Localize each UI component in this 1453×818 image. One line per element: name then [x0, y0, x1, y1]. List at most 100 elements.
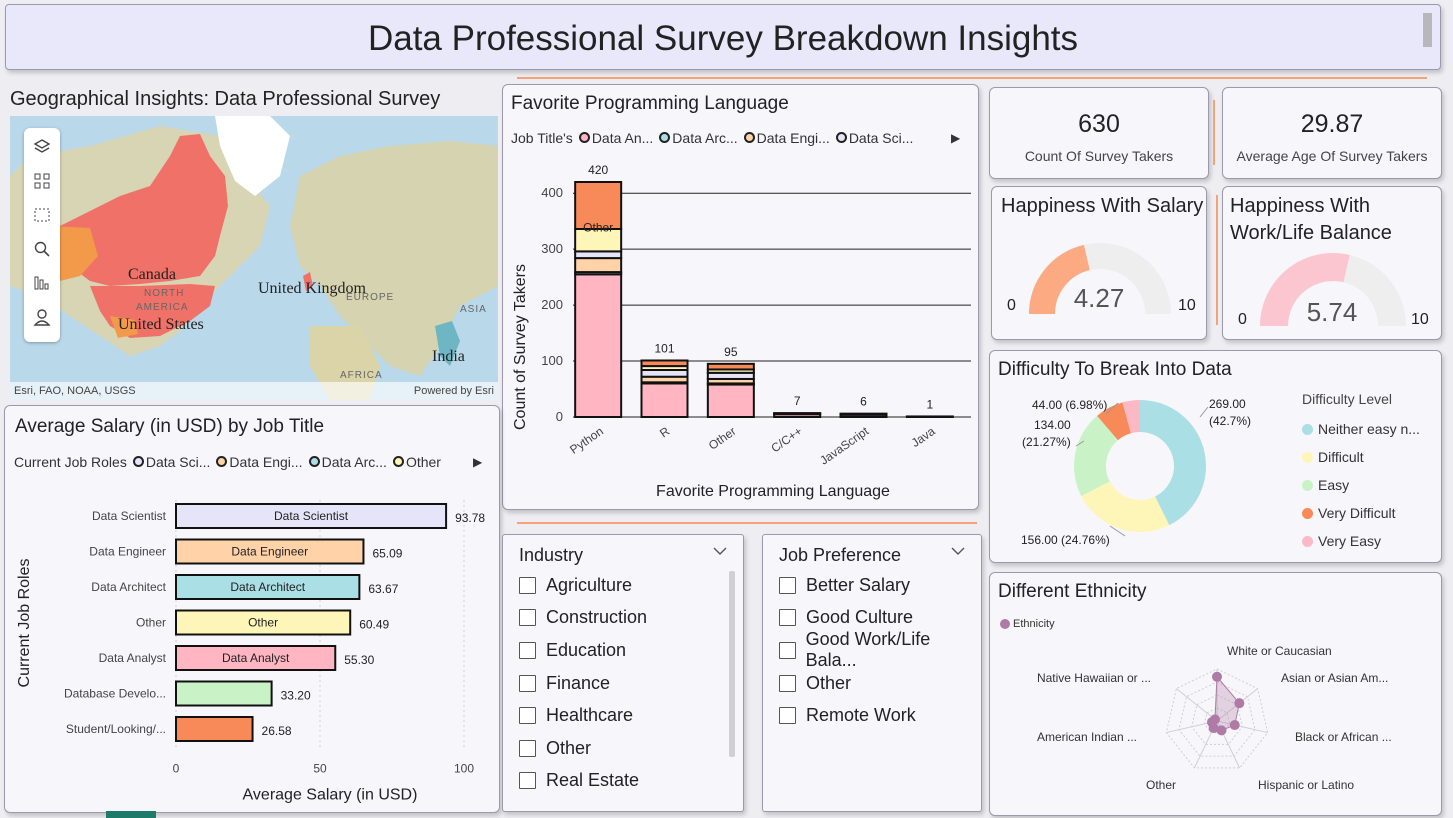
ethnicity-legend[interactable]: Ethnicity — [1000, 618, 1055, 630]
rect-select-icon[interactable] — [33, 206, 51, 224]
industry-option[interactable]: Finance — [519, 667, 647, 700]
bar-inner-label: Data Architect — [230, 580, 305, 594]
industry-option[interactable]: Agriculture — [519, 569, 647, 602]
map-visual: Geographical Insights: Data Professional… — [6, 80, 500, 402]
map-canvas[interactable]: NORTH AMERICA EUROPE ASIA AFRICA Canada … — [10, 116, 498, 400]
difficulty-legend-item[interactable]: Easy — [1302, 471, 1420, 499]
map-powered-by[interactable]: Powered by Esri — [414, 385, 494, 397]
salary-chart-card: Average Salary (in USD) by Job Title Cur… — [4, 405, 500, 813]
chevron-down-icon[interactable] — [713, 543, 727, 561]
job-pref-option[interactable]: Good Work/Life Bala... — [779, 629, 981, 670]
page-tab-indicator[interactable] — [106, 811, 156, 818]
salary-legend-item[interactable]: Data Arc... — [308, 454, 387, 470]
checkbox[interactable] — [779, 674, 796, 692]
canada-region[interactable] — [60, 134, 228, 286]
data-label: 93.78 — [455, 511, 485, 525]
industry-option[interactable]: Education — [519, 634, 647, 667]
industry-slicer-title: Industry — [519, 545, 584, 565]
legend-next-arrow[interactable]: ▶ — [951, 131, 961, 145]
alaska-region[interactable] — [50, 226, 98, 281]
difficulty-legend-item[interactable]: Neither easy n... — [1302, 415, 1420, 443]
qr-select-icon[interactable] — [33, 172, 51, 190]
us-south-region[interactable] — [110, 316, 138, 338]
radar-grid — [1165, 668, 1269, 769]
radar-grid — [1178, 681, 1256, 757]
count-kpi-card: 630 Count Of Survey Takers — [989, 87, 1209, 179]
map-label-europe: EUROPE — [346, 292, 395, 303]
lang-legend-item[interactable]: Data Sci... — [835, 130, 913, 146]
donut-slice — [1140, 400, 1206, 526]
salary-legend-item[interactable]: Other — [392, 454, 441, 470]
difficulty-legend-item[interactable]: Very Easy — [1302, 527, 1420, 555]
checkbox[interactable] — [519, 609, 536, 627]
checkbox[interactable] — [779, 641, 796, 659]
data-label: 26.58 — [262, 724, 292, 738]
x-tick-label: Python — [567, 424, 606, 457]
india-region[interactable] — [435, 321, 460, 366]
x-tick-label: R — [657, 424, 672, 441]
salary-chart-title: Average Salary (in USD) by Job Title — [15, 416, 325, 437]
search-icon[interactable] — [33, 240, 51, 258]
difficulty-legend-title: Difficulty Level — [1302, 391, 1393, 407]
lang-legend-item[interactable]: Data An... — [578, 130, 653, 146]
bar-segment — [640, 369, 689, 378]
industry-option[interactable]: Real Estate — [519, 765, 647, 798]
layers-icon[interactable] — [33, 138, 51, 156]
map-title: Geographical Insights: Data Professional… — [10, 88, 441, 110]
bar-segment — [574, 257, 623, 274]
data-label: 33.20 — [281, 689, 311, 703]
person-icon[interactable] — [33, 308, 51, 326]
checkbox[interactable] — [519, 707, 536, 725]
radar-point — [1209, 714, 1220, 725]
legend-next-arrow[interactable]: ▶ — [473, 455, 483, 469]
difficulty-donut — [1074, 400, 1209, 537]
checkbox[interactable] — [779, 707, 796, 725]
lang-legend-item[interactable]: Data Engi... — [743, 130, 830, 146]
map-powered-text: Powered by Esri — [413, 385, 494, 397]
job-pref-option[interactable]: Remote Work — [779, 699, 981, 732]
checkbox[interactable] — [519, 674, 536, 692]
difficulty-legend-item[interactable]: Very Difficult — [1302, 499, 1420, 527]
y-tick-label: 300 — [541, 241, 563, 256]
industry-scrollbar[interactable] — [729, 571, 735, 757]
chevron-down-icon[interactable] — [951, 543, 965, 561]
salary-legend-item[interactable]: Data Sci... — [132, 454, 210, 470]
map-label-india: India — [432, 348, 465, 365]
radar-point — [1234, 698, 1245, 709]
checkbox[interactable] — [519, 772, 536, 790]
gauge-fill — [1029, 244, 1091, 315]
y-tick-label: Student/Looking/... — [66, 722, 166, 736]
y-tick-label: Other — [136, 616, 166, 630]
world-map — [10, 116, 498, 400]
job-pref-option[interactable]: Good Culture — [779, 602, 981, 635]
checkbox[interactable] — [519, 739, 536, 757]
bar-segment — [706, 383, 755, 419]
lang-legend-item[interactable]: Data Arc... — [659, 130, 738, 146]
gauge-divider — [1216, 195, 1218, 325]
industry-option[interactable]: Other — [519, 732, 647, 765]
scrollbar-thumb[interactable] — [1423, 13, 1432, 47]
checkbox[interactable] — [519, 576, 536, 594]
programming-language-chart-card: Favorite Programming Language Job Title'… — [502, 84, 979, 510]
job-pref-option[interactable]: Better Salary — [779, 569, 981, 602]
age-kpi-label: Average Age Of Survey Takers — [1236, 148, 1428, 164]
checkbox[interactable] — [779, 576, 796, 594]
industry-option[interactable]: Healthcare — [519, 699, 647, 732]
wlb-gauge — [1260, 253, 1406, 327]
bar-legend-icon[interactable] — [33, 274, 51, 292]
salary-legend-item[interactable]: Data Engi... — [216, 454, 303, 470]
checkbox[interactable] — [519, 641, 536, 659]
map-label-us: United States — [118, 316, 204, 333]
ethnicity-radar-card: Different Ethnicity Ethnicity White or C… — [989, 572, 1442, 816]
map-attribution: Esri, FAO, NOAA, USGS — [14, 385, 136, 397]
industry-option[interactable]: Construction — [519, 602, 647, 635]
y-axis-title: Count of Survey Takers — [512, 264, 529, 430]
leader-line — [1105, 402, 1119, 415]
job-pref-option[interactable]: Other — [779, 667, 981, 700]
y-tick-label: 400 — [541, 185, 563, 200]
uk-region[interactable] — [303, 272, 313, 291]
checkbox[interactable] — [779, 609, 796, 627]
donut-slice — [1122, 400, 1140, 434]
difficulty-legend-item[interactable]: Difficult — [1302, 443, 1420, 471]
gauge-fill — [1260, 253, 1350, 327]
